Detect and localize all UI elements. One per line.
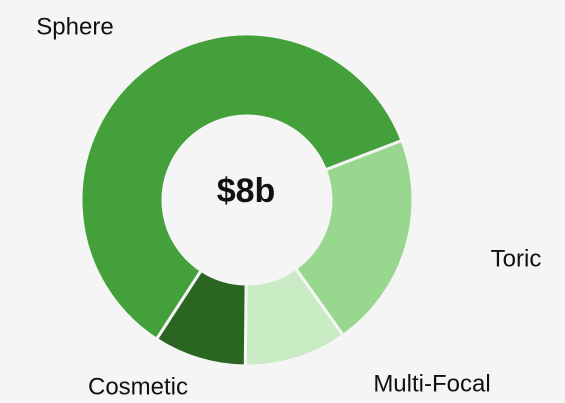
slice-label: Multi-Focal xyxy=(373,370,490,397)
donut-slice xyxy=(293,138,415,338)
slice-label: Sphere xyxy=(36,13,113,40)
slice-label: Toric xyxy=(491,245,542,272)
slice-label: Cosmetic xyxy=(88,373,188,400)
center-label: $8b xyxy=(217,172,276,210)
donut-slice xyxy=(79,32,404,342)
slices xyxy=(79,32,415,368)
donut-slice xyxy=(154,268,248,368)
